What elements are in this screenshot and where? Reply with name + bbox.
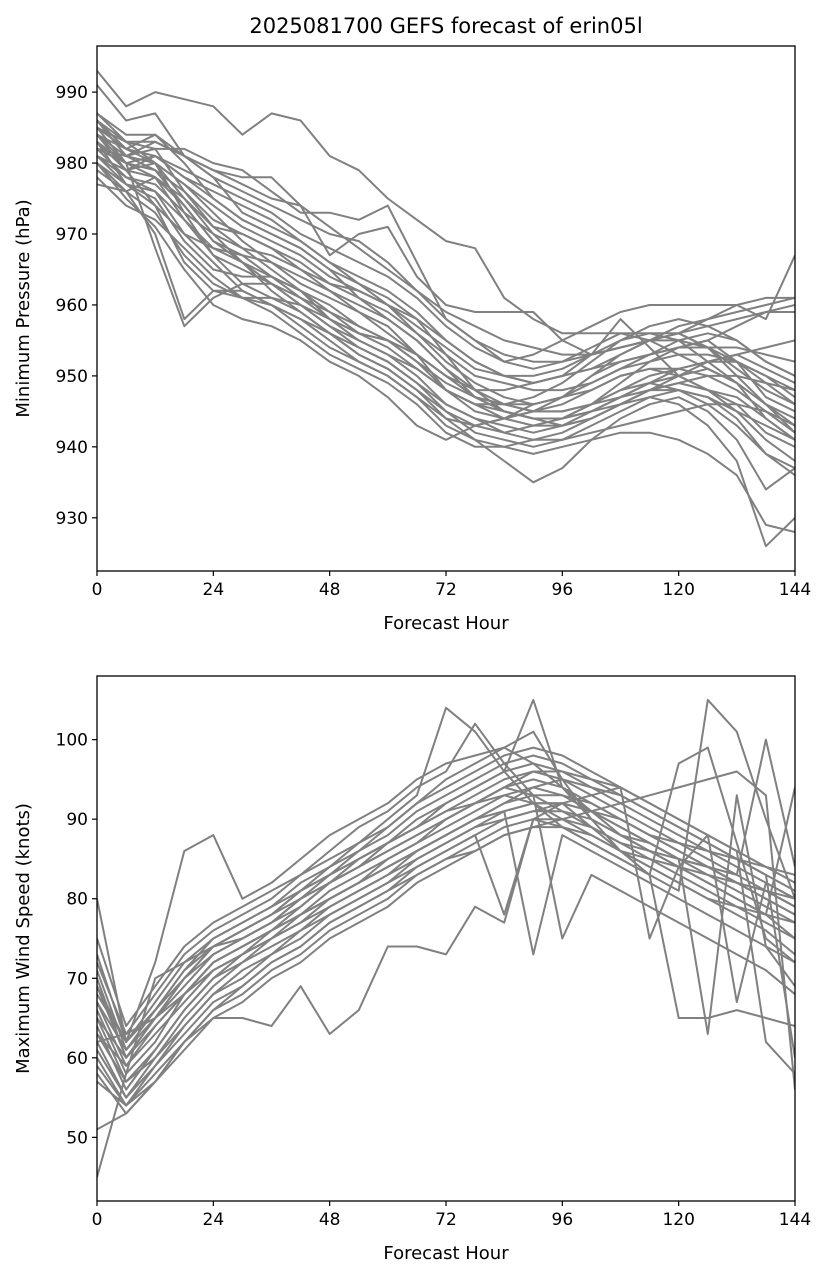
- pressure-member-line-26: [97, 119, 795, 441]
- wind-x-tick-label: 24: [203, 1210, 225, 1230]
- wind-x-tick-label: 72: [435, 1210, 457, 1230]
- wind-y-axis-label: Maximum Wind Speed (knots): [13, 803, 34, 1074]
- pressure-panel: 0 24 48 72 96 120 144 930 940 950 960 970 980 990 Fore…: [13, 45, 811, 634]
- wind-y-tick-label: 100: [56, 731, 88, 751]
- wind-y-tick-label: 90: [66, 810, 88, 830]
- wind-member-line-25: [97, 770, 795, 1043]
- chart-title: 2025081700 GEFS forecast of erin05l: [249, 14, 642, 38]
- wind-x-tick-label: 120: [662, 1210, 694, 1230]
- pressure-x-tick-label: 48: [319, 580, 341, 600]
- pressure-member-line-22: [97, 140, 795, 406]
- pressure-member-line-25: [97, 112, 795, 391]
- wind-member-line-4: [97, 698, 795, 1059]
- pressure-x-tick-label: 144: [779, 580, 811, 600]
- wind-x-tick-label: 48: [319, 1210, 341, 1230]
- pressure-y-axis-label: Minimum Pressure (hPa): [13, 199, 34, 417]
- pressure-x-tick-label: 0: [92, 580, 103, 600]
- pressure-member-line-8: [97, 148, 795, 533]
- pressure-y-tick-label: 930: [56, 509, 88, 529]
- wind-x-tick-label: 96: [552, 1210, 574, 1230]
- pressure-x-tick-label: 120: [662, 580, 694, 600]
- pressure-y-tick-label: 970: [56, 225, 88, 245]
- wind-speed-panel: 0 24 48 72 96 120 144 50 60 70 80 90 100 Forecast Hou…: [13, 675, 811, 1264]
- wind-member-line-18: [97, 802, 795, 1083]
- pressure-y-tick-label: 980: [56, 154, 88, 174]
- pressure-x-tick-label: 72: [435, 580, 457, 600]
- wind-y-tick-label: 70: [66, 969, 88, 989]
- pressure-y-tick-label: 990: [56, 83, 88, 103]
- pressure-x-tick-label: 96: [552, 580, 574, 600]
- wind-member-line-6: [97, 722, 795, 1035]
- wind-member-line-21: [97, 826, 795, 1107]
- pressure-member-line-31: [97, 162, 795, 441]
- wind-member-line-17: [97, 746, 795, 1075]
- pressure-x-axis-label: Forecast Hour: [383, 613, 509, 634]
- wind-axes-frame: [96, 675, 796, 1202]
- pressure-member-line-28: [97, 141, 795, 427]
- pressure-x-tick-label: 24: [203, 580, 225, 600]
- wind-member-line-11: [97, 770, 795, 1115]
- wind-series-group: [97, 698, 795, 1178]
- pressure-member-line-29: [97, 147, 795, 384]
- pressure-y-tick-label: 940: [56, 438, 88, 458]
- wind-y-tick-label: 80: [66, 890, 88, 910]
- wind-x-axis-label: Forecast Hour: [383, 1243, 509, 1264]
- wind-member-line-26: [97, 802, 795, 1043]
- wind-member-line-20: [97, 818, 795, 1107]
- pressure-y-tick-label: 960: [56, 296, 88, 316]
- wind-y-tick-label: 50: [66, 1128, 88, 1148]
- wind-member-line-24: [97, 778, 795, 1051]
- wind-y-tick-label: 60: [66, 1049, 88, 1069]
- pressure-member-line-24: [97, 155, 795, 441]
- pressure-series-group: [97, 70, 795, 548]
- pressure-y-tick-label: 950: [56, 367, 88, 387]
- pressure-member-line-13: [97, 183, 795, 462]
- wind-x-tick-label: 0: [92, 1210, 103, 1230]
- wind-member-line-2: [97, 794, 795, 1178]
- wind-member-line-16: [97, 754, 795, 1058]
- pressure-member-line-30: [97, 133, 795, 377]
- wind-x-tick-label: 144: [779, 1210, 811, 1230]
